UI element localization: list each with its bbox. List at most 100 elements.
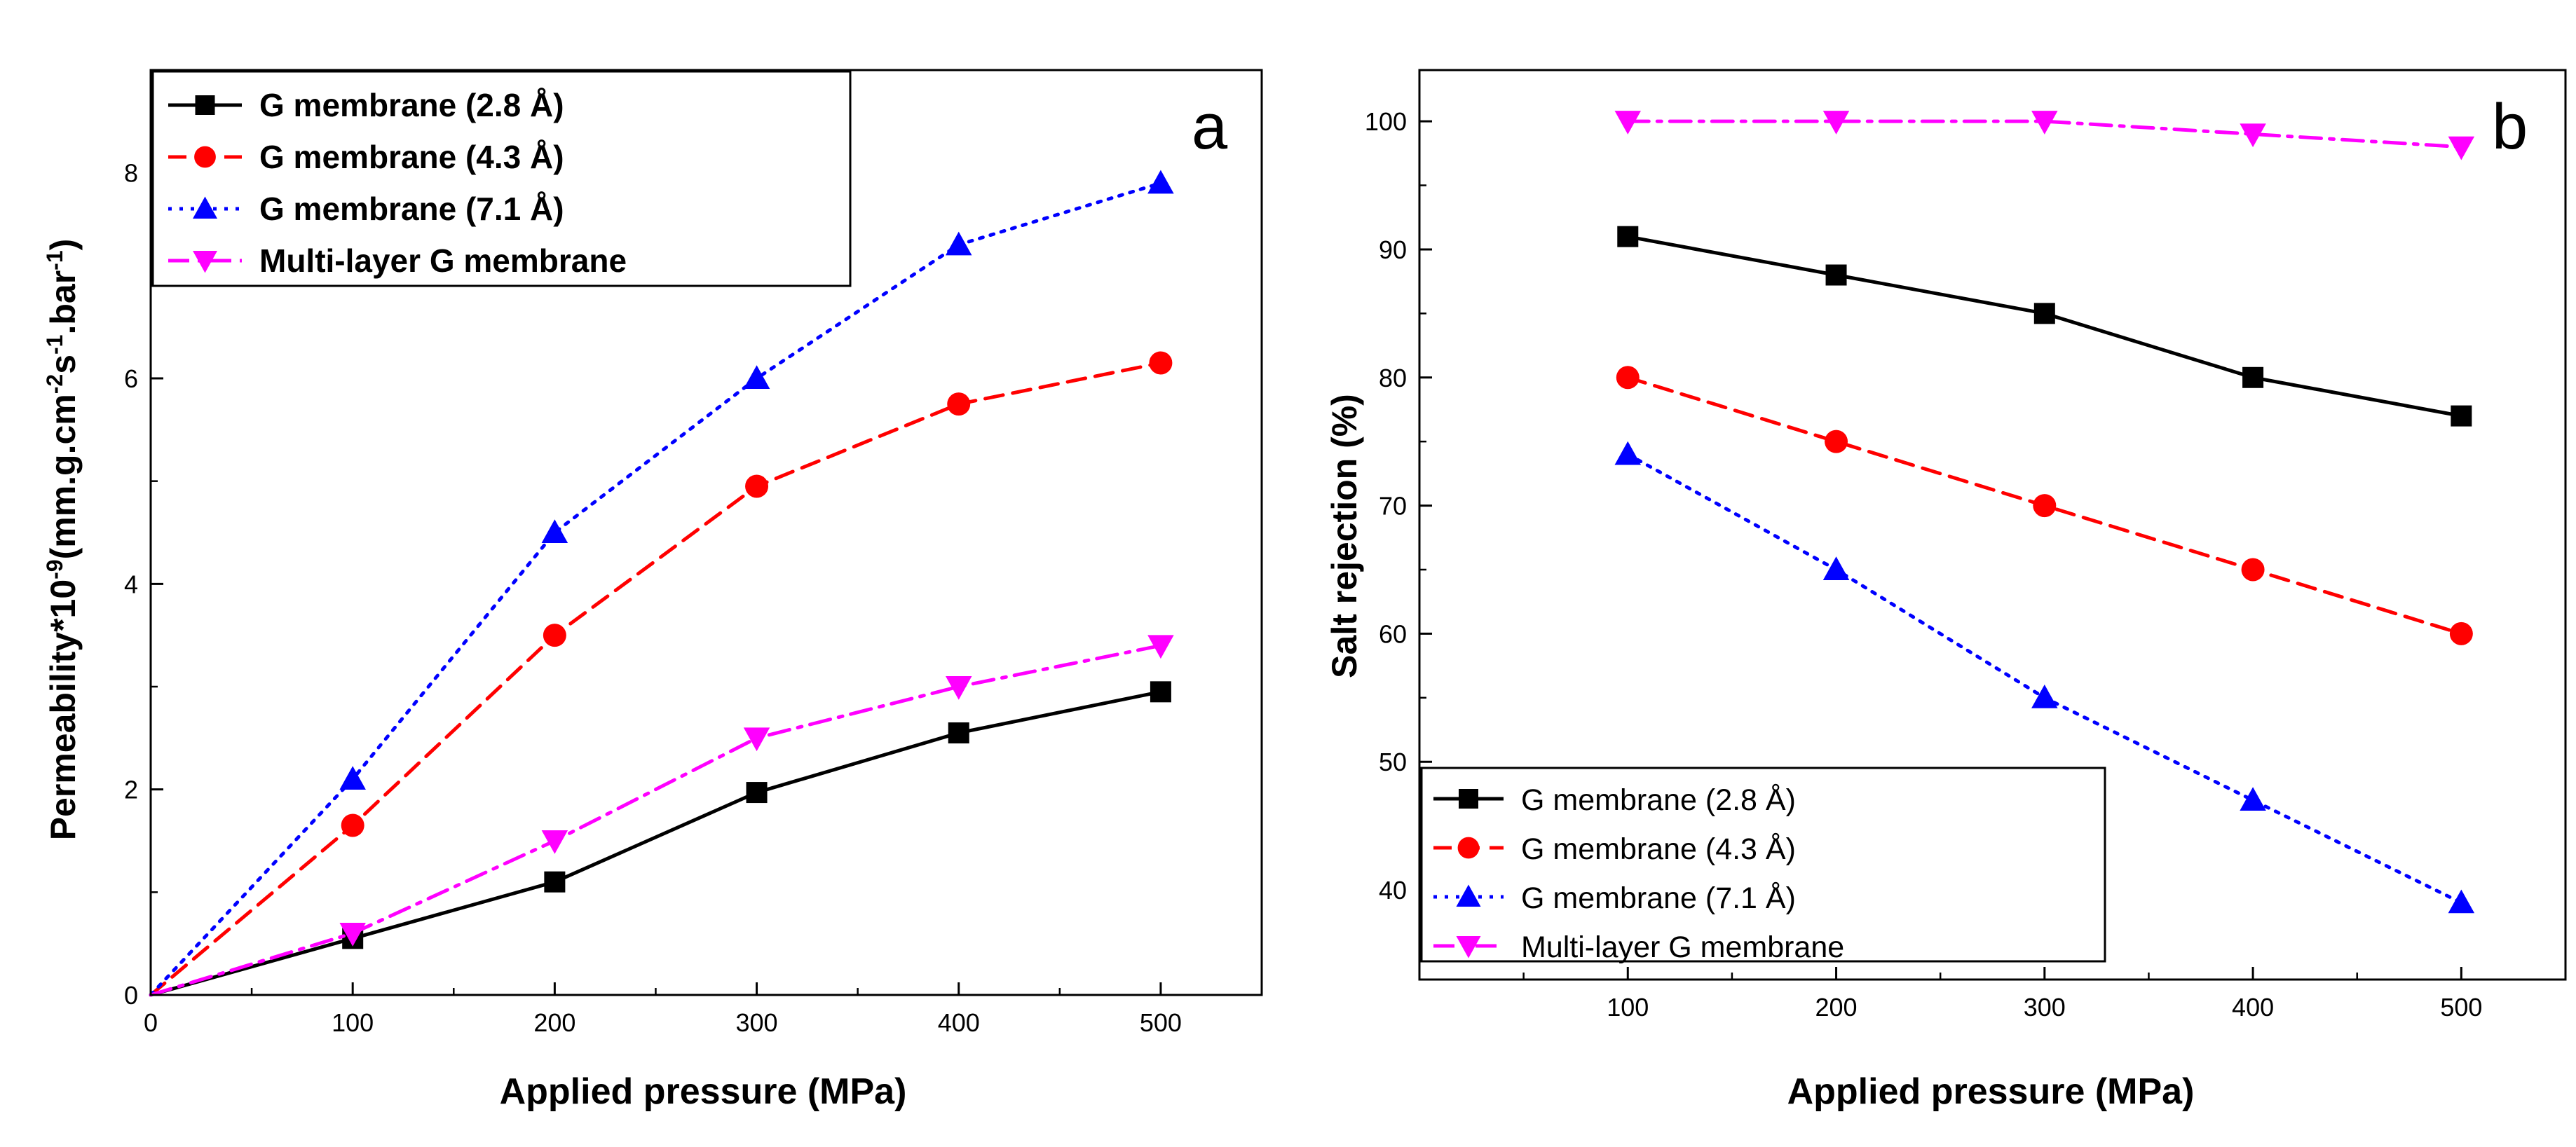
a-data-point: [945, 676, 972, 700]
a-legend-label-3: G membrane (7.1 Å): [259, 191, 564, 227]
a-ticks: 0 100 200 300 400 500 0 2 4 6 8: [124, 159, 1182, 1037]
b-legend-swatch-marker: [1457, 837, 1480, 859]
b-data-point: [2240, 123, 2266, 148]
b-y-tick-label: 80: [1379, 364, 1407, 392]
b-legend-swatch-marker: [1456, 884, 1481, 907]
b-legend: G membrane (2.8 Å) G membrane (4.3 Å) G me…: [1420, 767, 2106, 964]
a-legend-box: [151, 70, 852, 287]
a-legend-label-2: G membrane (4.3 Å): [259, 139, 564, 175]
a-y-label-unit3: .bar: [43, 270, 83, 335]
a-data-point: [1147, 170, 1174, 194]
panel-b: 100 200 300 400 500 40 50 60 70 80 90 100 b Applied…: [1325, 69, 2567, 1112]
a-legend: G membrane (2.8 Å) G membrane (4.3 Å) G me…: [151, 70, 852, 287]
b-x-tick-label: 400: [2232, 993, 2274, 1022]
a-panel-label: a: [1192, 91, 1228, 163]
b-legend-swatch-marker: [1456, 936, 1481, 959]
b-x-tick-label: 100: [1607, 993, 1649, 1022]
b-y-axis-label: Salt rejection (%): [1325, 394, 1364, 678]
b-data-point: [1825, 264, 1847, 286]
a-y-label-unit2: s: [43, 355, 83, 374]
b-data-point: [1822, 556, 1850, 580]
b-data-point: [1614, 441, 1642, 465]
a-y-tick-label: 6: [124, 364, 138, 393]
a-x-tick-label: 200: [533, 1008, 575, 1037]
b-y-tick-label: 40: [1379, 876, 1407, 905]
a-legend-swatch-marker: [194, 146, 216, 168]
a-data-point: [541, 830, 568, 854]
a-series: [149, 170, 1174, 997]
b-y-tick-label: 60: [1379, 619, 1407, 648]
a-y-label-sup3: -1: [42, 335, 67, 355]
b-legend-label-3: G membrane (7.1 Å): [1521, 881, 1796, 915]
b-data-point: [2449, 621, 2473, 645]
a-data-point: [743, 365, 770, 389]
a-y-label-sup2: -2: [42, 374, 67, 394]
b-data-point: [2448, 136, 2475, 160]
a-data-point: [341, 813, 364, 837]
b-data-point: [2033, 303, 2055, 324]
a-data-point: [1147, 635, 1174, 659]
a-legend-label-4: Multi-layer G membrane: [259, 242, 627, 279]
b-legend-box: [1420, 767, 2106, 963]
b-x-tick-label: 200: [1815, 993, 1858, 1022]
b-data-point: [1614, 111, 1642, 135]
a-data-point: [745, 474, 769, 498]
b-data-point: [2448, 889, 2475, 914]
b-y-tick-label: 50: [1379, 748, 1407, 776]
a-data-point: [948, 722, 969, 743]
a-data-point: [743, 727, 770, 752]
a-y-tick-label: 4: [124, 570, 138, 598]
a-y-tick-label: 2: [124, 776, 138, 804]
a-x-axis-label: Applied pressure (MPa): [500, 1071, 907, 1112]
a-data-point: [544, 871, 566, 893]
a-data-point: [541, 519, 568, 543]
b-data-point: [2242, 366, 2264, 388]
a-data-point: [339, 766, 366, 790]
a-data-point: [543, 624, 566, 647]
b-data-point: [1825, 430, 1848, 453]
a-data-point: [1149, 351, 1173, 375]
b-x-tick-label: 300: [2024, 993, 2066, 1022]
b-legend-label-4: Multi-layer G membrane: [1521, 930, 1844, 964]
b-x-axis-label: Applied pressure (MPa): [1787, 1071, 2195, 1112]
a-x-tick-label: 300: [736, 1008, 778, 1037]
b-data-point: [1822, 111, 1850, 135]
a-series-line-1: [149, 689, 1163, 997]
a-plot-frame: [149, 69, 1263, 996]
a-y-label-base: Permeability*10: [43, 579, 83, 840]
a-x-tick-label: 100: [332, 1008, 374, 1037]
a-data-point: [947, 392, 971, 416]
a-y-axis-label: Permeability*10-9(mm.g.cm-2s-1.bar-1): [42, 239, 83, 841]
b-ticks: 100 200 300 400 500 40 50 60 70 80 90 100: [1365, 107, 2482, 1022]
b-x-tick-label: 500: [2440, 993, 2482, 1022]
b-legend-label-2: G membrane (4.3 Å): [1521, 832, 1796, 866]
panel-a: 0 100 200 300 400 500 0 2 4 6 8 a Applied pressure…: [42, 69, 1263, 1112]
a-legend-swatch-marker: [193, 196, 217, 219]
b-data-point: [1616, 366, 1640, 390]
b-legend-label-1: G membrane (2.8 Å): [1521, 783, 1796, 817]
a-y-label-sup1: -9: [42, 559, 67, 579]
b-panel-label: b: [2492, 91, 2528, 163]
b-y-tick-label: 100: [1365, 107, 1407, 136]
a-series-line-4: [149, 643, 1163, 997]
a-x-tick-label: 500: [1140, 1008, 1182, 1037]
b-data-point: [2451, 405, 2472, 427]
a-y-label-sup4: -1: [42, 250, 67, 270]
b-data-point: [2240, 787, 2266, 811]
b-data-point: [2033, 494, 2057, 518]
b-plot-frame: [1418, 69, 2567, 981]
a-data-point: [339, 923, 366, 947]
a-y-label-unit4: ): [43, 239, 83, 251]
a-x-tick-label: 400: [938, 1008, 980, 1037]
b-data-point: [2031, 111, 2058, 135]
a-legend-swatch-marker: [193, 251, 217, 273]
a-series-line-2: [149, 361, 1163, 997]
a-data-point: [945, 231, 972, 256]
b-y-tick-label: 90: [1379, 235, 1407, 264]
b-data-point: [1617, 226, 1639, 247]
a-series-line-3: [149, 181, 1163, 997]
b-series-line-4: [1626, 119, 2463, 149]
a-data-point: [1150, 681, 1171, 703]
a-y-tick-label: 0: [124, 981, 138, 1010]
